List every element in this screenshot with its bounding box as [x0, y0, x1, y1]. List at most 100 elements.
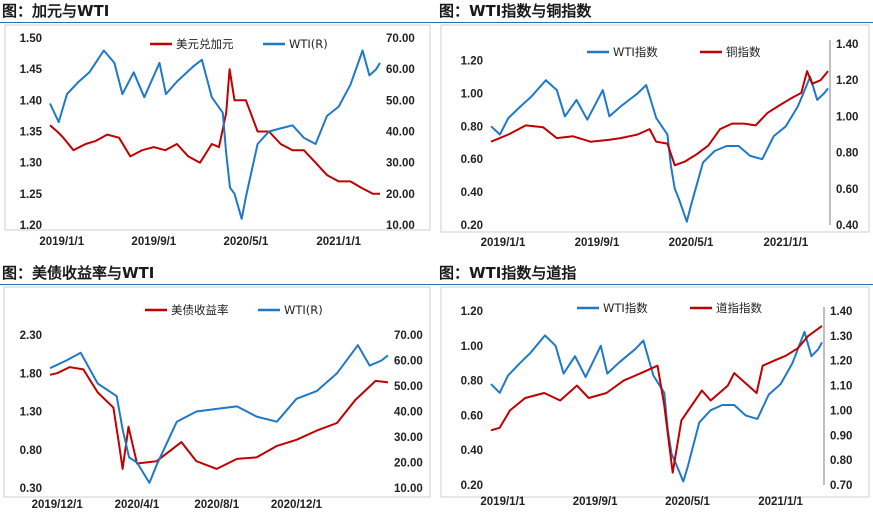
right-axis-tick-label: 1.30: [830, 331, 852, 343]
left-axis-tick-label: 1.20: [461, 55, 483, 67]
x-axis-tick-label: 2021/1/1: [763, 237, 808, 249]
right-axis-tick-label: 0.70: [830, 480, 852, 492]
left-axis-tick-label: 0.80: [461, 376, 483, 388]
right-axis-tick-label: 70.00: [394, 330, 423, 342]
plot-frame: [4, 24, 431, 231]
title-rule: [0, 22, 437, 23]
right-axis-tick-label: 1.40: [830, 306, 852, 318]
chart-svg-wti-copper: 0.20 0.40 0.60 0.80 1.00 1.20 0.40 0.60 0.80 1.00…: [440, 24, 870, 249]
chart-title: 图：加元与WTI: [2, 2, 110, 20]
chart-title: 图：美债收益率与WTI: [2, 264, 155, 282]
legend-label: 美债收益率: [171, 303, 229, 317]
left-axis-tick-label: 1.30: [20, 158, 42, 170]
left-axis-tick-label: 1.30: [20, 407, 42, 419]
left-axis-tick-label: 0.80: [20, 445, 42, 457]
x-axis-tick-label: 2021/1/1: [758, 496, 803, 508]
right-axis-tick-label: 60.00: [394, 356, 423, 368]
legend-label: 道指指数: [716, 301, 762, 315]
title-rule: [0, 284, 437, 285]
right-axis-tick-label: 1.20: [836, 75, 858, 87]
left-axis-tick-label: 0.80: [461, 121, 483, 133]
series-line-blue: [490, 75, 829, 223]
legend-label: WTI(R): [284, 303, 323, 317]
right-axis-tick-label: 0.80: [830, 455, 852, 467]
plot-frame: [440, 286, 870, 498]
plot-frame: [3, 286, 431, 498]
series-line-red: [490, 325, 823, 474]
right-axis-tick-label: 60.00: [386, 64, 415, 76]
x-axis-tick-label: 2020/5/1: [223, 236, 268, 248]
right-axis-tick-label: 10.00: [394, 483, 423, 495]
left-axis-tick-label: 0.60: [461, 154, 483, 166]
x-axis-tick-label: 2020/4/1: [115, 499, 160, 511]
x-axis-tick-label: 2021/1/1: [316, 236, 361, 248]
chart-svg-ust-wti: 0.30 0.80 1.30 1.80 2.30 10.00 20.00 30.00 40.00…: [3, 286, 431, 511]
right-axis-tick-label: 20.00: [394, 458, 423, 470]
left-axis-tick-label: 1.50: [20, 33, 42, 45]
x-axis-tick-label: 2020/12/1: [271, 499, 323, 511]
chart-svg-cad-wti: 1.20 1.25 1.30 1.35 1.40 1.45 1.50 10.00 20.00 30…: [4, 24, 431, 248]
right-axis-tick-label: 1.00: [830, 405, 852, 417]
left-axis-tick-label: 0.20: [461, 480, 483, 492]
plot-frame: [440, 24, 870, 233]
left-axis-tick-label: 0.30: [20, 483, 42, 495]
x-axis-tick-label: 2019/1/1: [480, 496, 525, 508]
left-axis-tick-label: 0.40: [461, 445, 483, 457]
left-axis-tick-label: 0.60: [461, 410, 483, 422]
chart-panel-wti-copper: 图：WTI指数与铜指数 0.20 0.40 0.60 0.80 1.00 1.20 0.40…: [437, 0, 873, 258]
legend-label: 铜指数: [726, 45, 761, 59]
right-axis-tick-label: 1.00: [836, 111, 858, 123]
right-axis-tick-label: 0.60: [836, 184, 858, 196]
left-axis-tick-label: 1.20: [461, 306, 483, 318]
x-axis-tick-label: 2020/8/1: [194, 499, 239, 511]
right-axis-tick-label: 1.20: [830, 356, 852, 368]
right-axis-tick-label: 30.00: [394, 432, 423, 444]
right-axis-tick-label: 70.00: [386, 33, 415, 45]
series-line-red: [490, 70, 829, 167]
right-axis-tick-label: 0.80: [836, 148, 858, 160]
left-axis-tick-label: 1.00: [461, 88, 483, 100]
left-axis-tick-label: 0.20: [461, 220, 483, 232]
left-axis-tick-label: 1.35: [20, 127, 43, 139]
x-axis-tick-label: 2020/5/1: [665, 496, 710, 508]
left-axis-tick-label: 1.00: [461, 341, 483, 353]
legend-label: 美元兑加元: [176, 37, 234, 51]
right-axis-tick-label: 10.00: [386, 220, 415, 232]
chart-panel-cad-wti: 图：加元与WTI 1.20 1.25 1.30 1.35 1.40 1.45 1.50 10.…: [0, 0, 437, 258]
left-axis-tick-label: 1.45: [20, 64, 43, 76]
series-line-blue: [49, 344, 389, 484]
series-line-blue: [490, 330, 823, 483]
right-axis-tick-label: 20.00: [386, 189, 415, 201]
x-axis-tick-label: 2019/9/1: [575, 237, 620, 249]
legend-label: WTI(R): [289, 37, 328, 51]
right-axis-tick-label: 0.40: [836, 220, 858, 232]
x-axis-tick-label: 2019/9/1: [131, 236, 176, 248]
chart-panel-ust-wti: 图：美债收益率与WTI 0.30 0.80 1.30 1.80 2.30 10.00 20.…: [0, 262, 437, 522]
right-axis-tick-label: 30.00: [386, 158, 415, 170]
x-axis-tick-label: 2019/12/1: [32, 499, 84, 511]
right-axis-tick-label: 40.00: [394, 407, 423, 419]
left-axis-tick-label: 1.20: [20, 220, 42, 232]
title-rule: [437, 22, 873, 23]
left-axis-tick-label: 1.25: [20, 189, 43, 201]
right-axis-tick-label: 1.40: [836, 39, 858, 51]
series-line-blue: [49, 49, 381, 220]
x-axis-tick-label: 2019/1/1: [481, 237, 526, 249]
left-axis-tick-label: 1.40: [20, 95, 42, 107]
legend-label: WTI指数: [613, 45, 658, 59]
left-axis-tick-label: 2.30: [20, 330, 42, 342]
x-axis-tick-label: 2019/9/1: [573, 496, 618, 508]
chart-title: 图：WTI指数与道指: [439, 264, 577, 282]
right-axis-tick-label: 50.00: [386, 95, 415, 107]
series-line-red: [49, 366, 389, 470]
chart-title: 图：WTI指数与铜指数: [439, 2, 592, 20]
x-axis-tick-label: 2019/1/1: [39, 236, 84, 248]
right-axis-tick-label: 0.90: [830, 430, 852, 442]
x-axis-tick-label: 2020/5/1: [669, 237, 714, 249]
right-axis-tick-label: 50.00: [394, 381, 423, 393]
title-rule: [437, 284, 873, 285]
right-axis-tick-label: 40.00: [386, 127, 415, 139]
right-axis-tick-label: 1.10: [830, 381, 852, 393]
left-axis-tick-label: 1.80: [20, 368, 42, 380]
legend-label: WTI指数: [603, 301, 648, 315]
